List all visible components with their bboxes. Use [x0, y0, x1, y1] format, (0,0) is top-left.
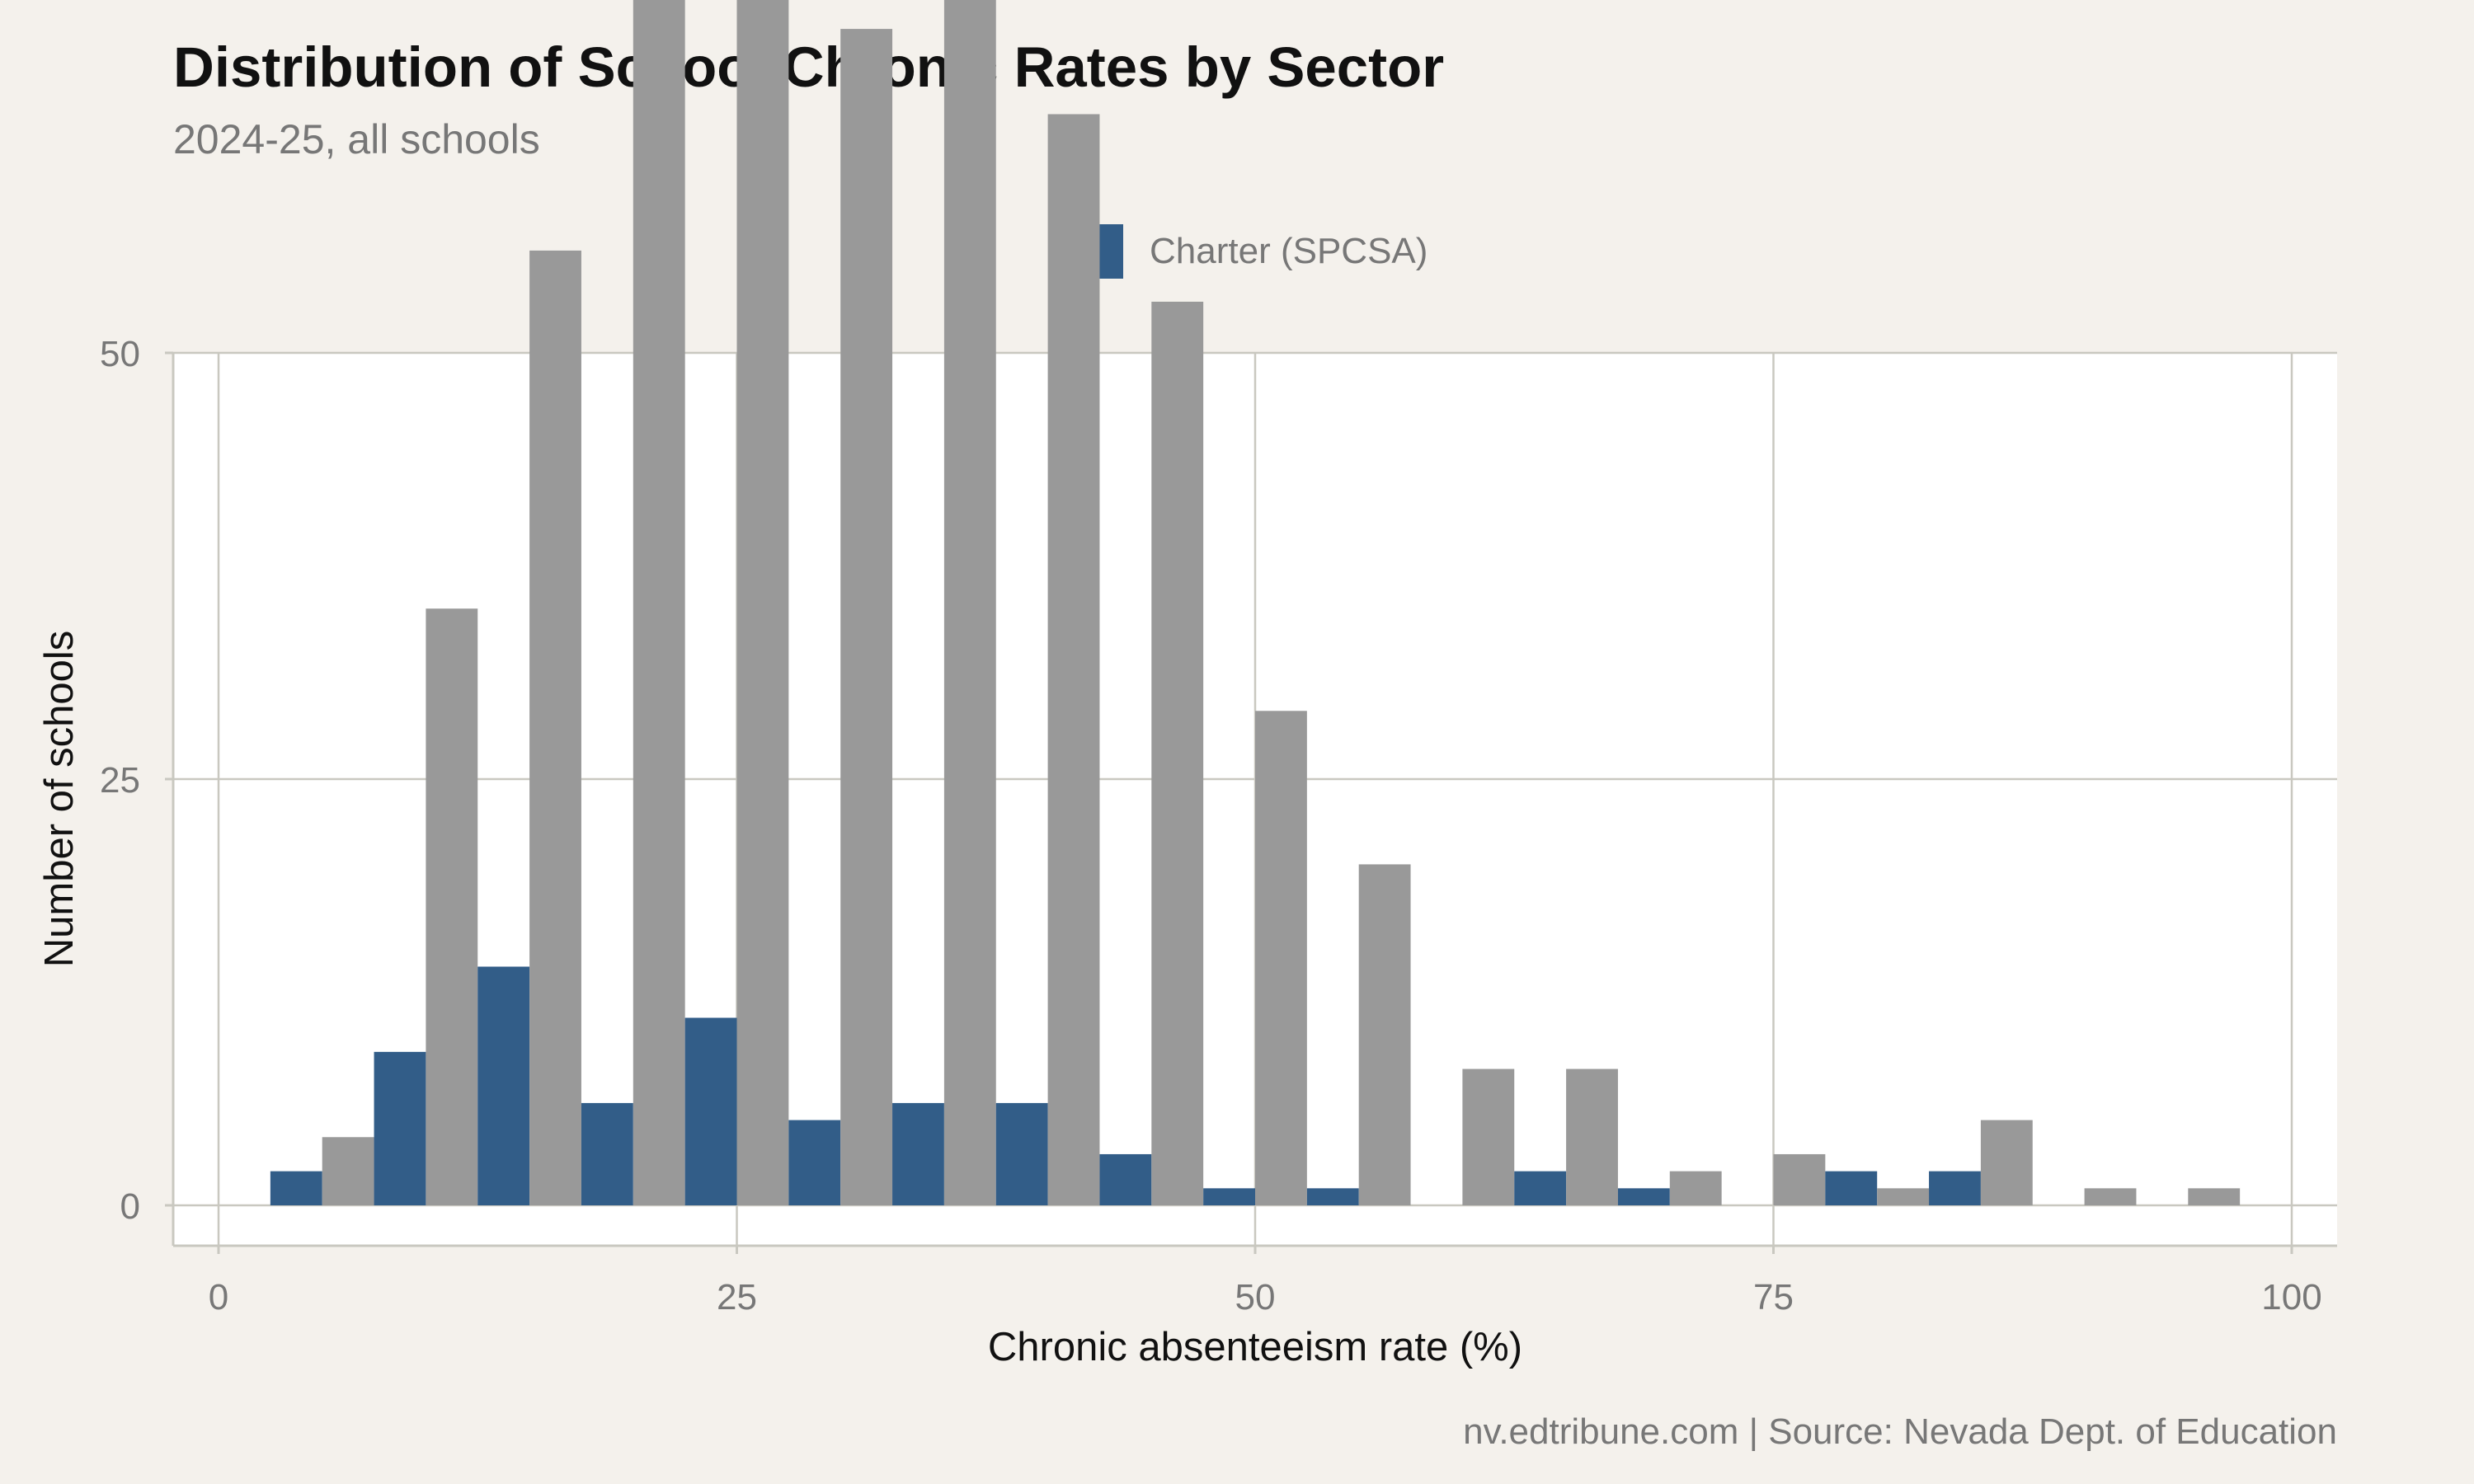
bar-charter [1306, 1188, 1359, 1205]
legend-label-charter: Charter (SPCSA) [1150, 231, 1428, 271]
bar-other [1980, 1120, 2033, 1205]
bar-other [1773, 1153, 1826, 1205]
bar-charter [788, 1120, 841, 1205]
bar-other [1877, 1188, 1930, 1205]
bar-other [736, 0, 789, 1205]
x-axis-title: Chronic absenteeism rate (%) [988, 1325, 1522, 1369]
bar-charter [892, 1102, 944, 1205]
bar-charter [477, 966, 530, 1205]
x-tick-label: 25 [717, 1277, 757, 1317]
bar-charter [995, 1102, 1048, 1205]
bar-charter [684, 1017, 737, 1205]
chart-subtitle: 2024-25, all schools [173, 116, 540, 162]
bar-other [1462, 1068, 1515, 1205]
bar-charter [1929, 1171, 1981, 1205]
bar-charter [374, 1051, 426, 1205]
bar-charter [1203, 1188, 1255, 1205]
bar-other [529, 250, 581, 1205]
bar-other [840, 29, 893, 1206]
bar-other [1669, 1171, 1722, 1205]
bar-charter [1099, 1153, 1152, 1205]
legend: Charter (SPCSA) [1069, 224, 1427, 279]
bar-other [2084, 1188, 2137, 1205]
bar-charter [1617, 1188, 1670, 1205]
bar-other [322, 1137, 374, 1205]
y-tick-label: 50 [100, 334, 140, 374]
y-tick-label: 25 [100, 760, 140, 801]
x-tick-label: 50 [1235, 1277, 1276, 1317]
bar-other [1566, 1068, 1618, 1205]
bar-charter [270, 1171, 322, 1205]
bar-other [1358, 864, 1411, 1205]
bar-other [1151, 301, 1204, 1206]
bar-other [943, 0, 996, 1206]
source-caption: nv.edtribune.com | Source: Nevada Dept. … [1463, 1411, 2337, 1452]
bar-charter [1514, 1171, 1567, 1205]
chart-title: Distribution of School Chronic Rates by … [173, 35, 1445, 99]
x-tick-label: 0 [209, 1277, 228, 1317]
bar-other [633, 0, 685, 1206]
bar-other [2188, 1188, 2241, 1205]
y-axis-title: Number of schools [37, 631, 82, 968]
bar-other [1255, 711, 1307, 1205]
x-tick-label: 75 [1753, 1277, 1794, 1317]
bar-charter [1825, 1171, 1878, 1205]
y-tick-label: 0 [120, 1186, 140, 1227]
x-tick-label: 100 [2261, 1277, 2321, 1317]
bar-other [1047, 114, 1100, 1206]
bar-other [426, 608, 478, 1205]
bar-charter [581, 1102, 633, 1205]
